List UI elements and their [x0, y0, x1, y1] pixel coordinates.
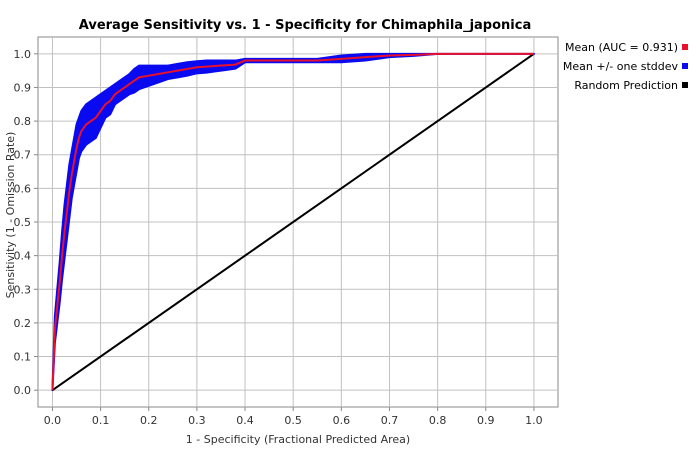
legend-stddev-swatch [682, 63, 688, 69]
plot-area: 0.0 0.1 0.2 0.3 0.4 0.5 0.6 0.7 0.8 0.9 1.0 0.0 0.1 0… [14, 36, 559, 427]
legend-random-label: Random Prediction [574, 79, 678, 92]
x-tick-label: 0.5 [284, 414, 302, 427]
y-tick-label: 0.6 [14, 182, 32, 195]
x-tick-label: 0.7 [381, 414, 399, 427]
x-tick-label: 0.9 [477, 414, 495, 427]
chart-title: Average Sensitivity vs. 1 - Specificity … [79, 18, 532, 33]
y-tick-label: 1.0 [14, 48, 32, 61]
x-tick-label: 1.0 [525, 414, 543, 427]
x-tick-label: 0.1 [92, 414, 110, 427]
x-axis-title: 1 - Specificity (Fractional Predicted Ar… [186, 433, 410, 446]
random-prediction-line [51, 52, 535, 392]
legend: Mean (AUC = 0.931) Mean +/- one stddev Ran… [563, 41, 688, 92]
x-tick-label: 0.3 [188, 414, 206, 427]
x-tick-label: 0.6 [333, 414, 351, 427]
legend-mean-swatch [682, 44, 688, 50]
legend-random-swatch [682, 82, 688, 88]
x-tick-label: 0.0 [44, 414, 62, 427]
x-tick-label: 0.8 [429, 414, 447, 427]
x-tick-label: 0.2 [140, 414, 158, 427]
y-tick-label: 0.2 [14, 317, 32, 330]
y-tick-label: 0.8 [14, 115, 32, 128]
y-tick-label: 0.1 [14, 351, 32, 364]
x-tick-label: 0.4 [236, 414, 254, 427]
legend-stddev-label: Mean +/- one stddev [563, 60, 679, 73]
legend-mean-label: Mean (AUC = 0.931) [565, 41, 678, 54]
y-tick-label: 0.3 [14, 283, 32, 296]
y-tick-label: 0.5 [14, 216, 32, 229]
y-axis-title: Sensitivity (1 - Omission Rate) [4, 132, 17, 299]
y-tick-label: 0.4 [14, 250, 32, 263]
y-tick-label: 0.7 [14, 149, 32, 162]
y-tick-label: 0.9 [14, 81, 32, 94]
mean-roc-line [51, 52, 534, 391]
y-tick-label: 0.0 [14, 384, 32, 397]
